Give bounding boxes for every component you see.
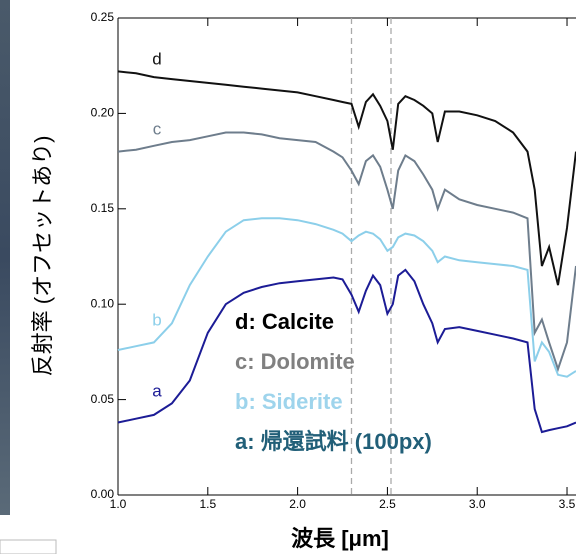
y-tick-label: 0.20 xyxy=(91,106,115,120)
series-label: a xyxy=(152,381,162,400)
x-tick-label: 1.0 xyxy=(110,497,127,511)
y-tick-label: 0.15 xyxy=(91,201,115,215)
corner-box xyxy=(0,540,56,554)
series-label: d xyxy=(152,49,161,68)
chart: 波長 [μm] 反射率 (オフセットあり) 0.000.050.100.150.… xyxy=(0,0,576,554)
image-strip xyxy=(0,0,10,515)
series-label: b xyxy=(152,310,161,329)
y-tick-label: 0.25 xyxy=(91,10,115,24)
x-tick-label: 3.5 xyxy=(559,497,576,511)
x-tick-label: 1.5 xyxy=(199,497,216,511)
legend-entry: a: 帰還試料 (100px) xyxy=(235,429,432,454)
legend-entry: d: Calcite xyxy=(235,309,334,334)
y-tick-label: 0.05 xyxy=(91,392,115,406)
legend-entry: c: Dolomite xyxy=(235,349,355,374)
y-tick-label: 0.10 xyxy=(91,296,115,310)
series-line xyxy=(118,133,576,370)
series-label: c xyxy=(153,119,162,138)
x-axis-label: 波長 [μm] xyxy=(291,526,389,551)
x-tick-label: 2.5 xyxy=(379,497,396,511)
series-line xyxy=(118,71,576,285)
legend-entry: b: Siderite xyxy=(235,389,343,414)
x-tick-label: 2.0 xyxy=(289,497,306,511)
x-tick-label: 3.0 xyxy=(469,497,486,511)
y-axis-label: 反射率 (オフセットあり) xyxy=(30,136,55,377)
